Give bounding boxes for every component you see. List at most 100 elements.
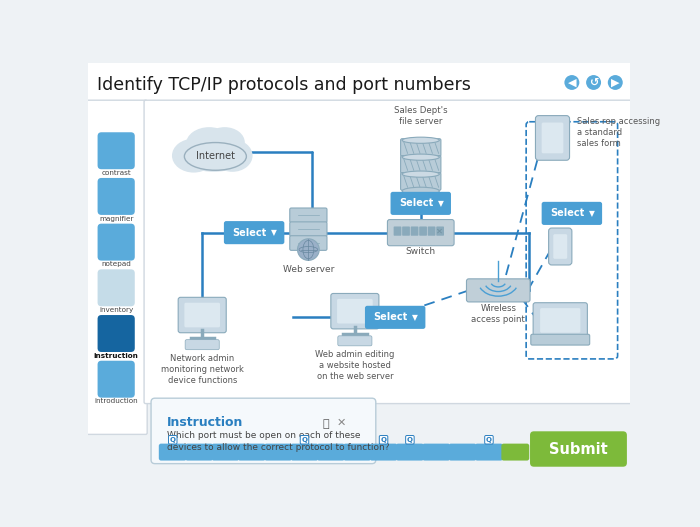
FancyBboxPatch shape — [428, 227, 435, 236]
FancyBboxPatch shape — [337, 299, 372, 324]
FancyBboxPatch shape — [185, 444, 213, 461]
FancyBboxPatch shape — [86, 62, 631, 103]
Text: 👁: 👁 — [323, 419, 330, 429]
FancyBboxPatch shape — [542, 123, 564, 153]
Text: Select: Select — [399, 198, 433, 208]
FancyBboxPatch shape — [422, 444, 450, 461]
Ellipse shape — [184, 142, 246, 170]
FancyBboxPatch shape — [419, 227, 427, 236]
Text: Q: Q — [407, 437, 413, 443]
FancyBboxPatch shape — [400, 155, 441, 173]
FancyBboxPatch shape — [475, 444, 503, 461]
Circle shape — [298, 239, 319, 260]
Text: Submit: Submit — [549, 442, 608, 456]
FancyBboxPatch shape — [290, 444, 318, 461]
Text: Select: Select — [232, 228, 267, 238]
Text: ▼: ▼ — [438, 199, 444, 208]
FancyBboxPatch shape — [396, 444, 424, 461]
Ellipse shape — [204, 127, 245, 158]
FancyBboxPatch shape — [449, 444, 477, 461]
FancyBboxPatch shape — [185, 340, 219, 350]
Text: Q: Q — [486, 437, 492, 443]
FancyBboxPatch shape — [466, 279, 530, 302]
Text: magnifier: magnifier — [99, 216, 134, 222]
FancyBboxPatch shape — [501, 444, 529, 461]
FancyBboxPatch shape — [317, 444, 345, 461]
FancyBboxPatch shape — [144, 100, 631, 404]
Text: introduction: introduction — [94, 398, 138, 404]
Text: Select: Select — [373, 313, 407, 323]
FancyBboxPatch shape — [436, 227, 444, 236]
Text: Instruction: Instruction — [167, 416, 244, 429]
Text: Q: Q — [381, 437, 386, 443]
FancyBboxPatch shape — [184, 302, 220, 327]
FancyBboxPatch shape — [531, 334, 589, 345]
Circle shape — [607, 74, 624, 91]
FancyBboxPatch shape — [159, 444, 187, 461]
Text: Switch: Switch — [406, 247, 436, 256]
Text: ▼: ▼ — [412, 313, 419, 322]
Text: Wireless
access point: Wireless access point — [471, 304, 525, 324]
Text: Internet: Internet — [196, 151, 235, 161]
FancyBboxPatch shape — [97, 269, 135, 306]
FancyBboxPatch shape — [97, 132, 135, 169]
Text: ▼: ▼ — [272, 228, 277, 237]
Text: ↺: ↺ — [589, 77, 598, 87]
Ellipse shape — [402, 137, 440, 143]
Ellipse shape — [402, 171, 440, 177]
Text: Identify TCP/IP protocols and port numbers: Identify TCP/IP protocols and port numbe… — [97, 76, 470, 94]
FancyBboxPatch shape — [400, 172, 441, 190]
FancyBboxPatch shape — [178, 297, 226, 333]
Text: ✕: ✕ — [337, 418, 346, 428]
FancyBboxPatch shape — [402, 227, 410, 236]
FancyBboxPatch shape — [97, 178, 135, 215]
Ellipse shape — [184, 144, 244, 172]
Ellipse shape — [212, 140, 253, 172]
Ellipse shape — [186, 127, 232, 161]
Text: ▼: ▼ — [589, 209, 595, 218]
FancyBboxPatch shape — [343, 444, 371, 461]
Text: ▶: ▶ — [611, 77, 620, 87]
FancyBboxPatch shape — [393, 227, 401, 236]
Text: instruction: instruction — [94, 353, 139, 359]
FancyBboxPatch shape — [370, 444, 398, 461]
Ellipse shape — [172, 139, 216, 172]
FancyBboxPatch shape — [338, 336, 372, 346]
Text: Web admin editing
a website hosted
on the web server: Web admin editing a website hosted on th… — [315, 350, 395, 381]
Ellipse shape — [402, 154, 440, 160]
Text: Network admin
monitoring network
device functions: Network admin monitoring network device … — [161, 354, 244, 385]
FancyBboxPatch shape — [238, 444, 266, 461]
FancyBboxPatch shape — [86, 100, 147, 434]
FancyBboxPatch shape — [533, 302, 587, 338]
Text: contrast: contrast — [102, 170, 131, 176]
FancyBboxPatch shape — [224, 221, 284, 244]
Text: ◀: ◀ — [568, 77, 576, 87]
FancyBboxPatch shape — [290, 208, 327, 222]
FancyBboxPatch shape — [290, 222, 327, 237]
FancyBboxPatch shape — [391, 192, 451, 215]
Text: ✕: ✕ — [436, 227, 443, 236]
FancyBboxPatch shape — [530, 431, 627, 467]
FancyBboxPatch shape — [290, 236, 327, 250]
Ellipse shape — [402, 187, 440, 195]
Text: Web server: Web server — [283, 265, 334, 274]
Circle shape — [564, 74, 580, 91]
FancyBboxPatch shape — [387, 220, 454, 246]
Text: Which port must be open on each of these
devices to allow the correct protocol t: Which port must be open on each of these… — [167, 431, 390, 452]
FancyBboxPatch shape — [540, 308, 580, 333]
FancyBboxPatch shape — [97, 315, 135, 352]
Bar — [88, 402, 630, 469]
Text: Select: Select — [550, 208, 584, 218]
FancyBboxPatch shape — [365, 306, 426, 329]
FancyBboxPatch shape — [331, 294, 379, 329]
FancyBboxPatch shape — [151, 398, 376, 464]
FancyBboxPatch shape — [553, 234, 567, 259]
FancyBboxPatch shape — [264, 444, 292, 461]
Circle shape — [585, 74, 602, 91]
FancyBboxPatch shape — [97, 223, 135, 261]
Text: notepad: notepad — [102, 261, 131, 267]
Text: Q: Q — [169, 437, 176, 443]
Text: Sales rep accessing
a standard
sales form: Sales rep accessing a standard sales for… — [578, 117, 660, 148]
Text: inventory: inventory — [99, 307, 133, 313]
FancyBboxPatch shape — [549, 228, 572, 265]
